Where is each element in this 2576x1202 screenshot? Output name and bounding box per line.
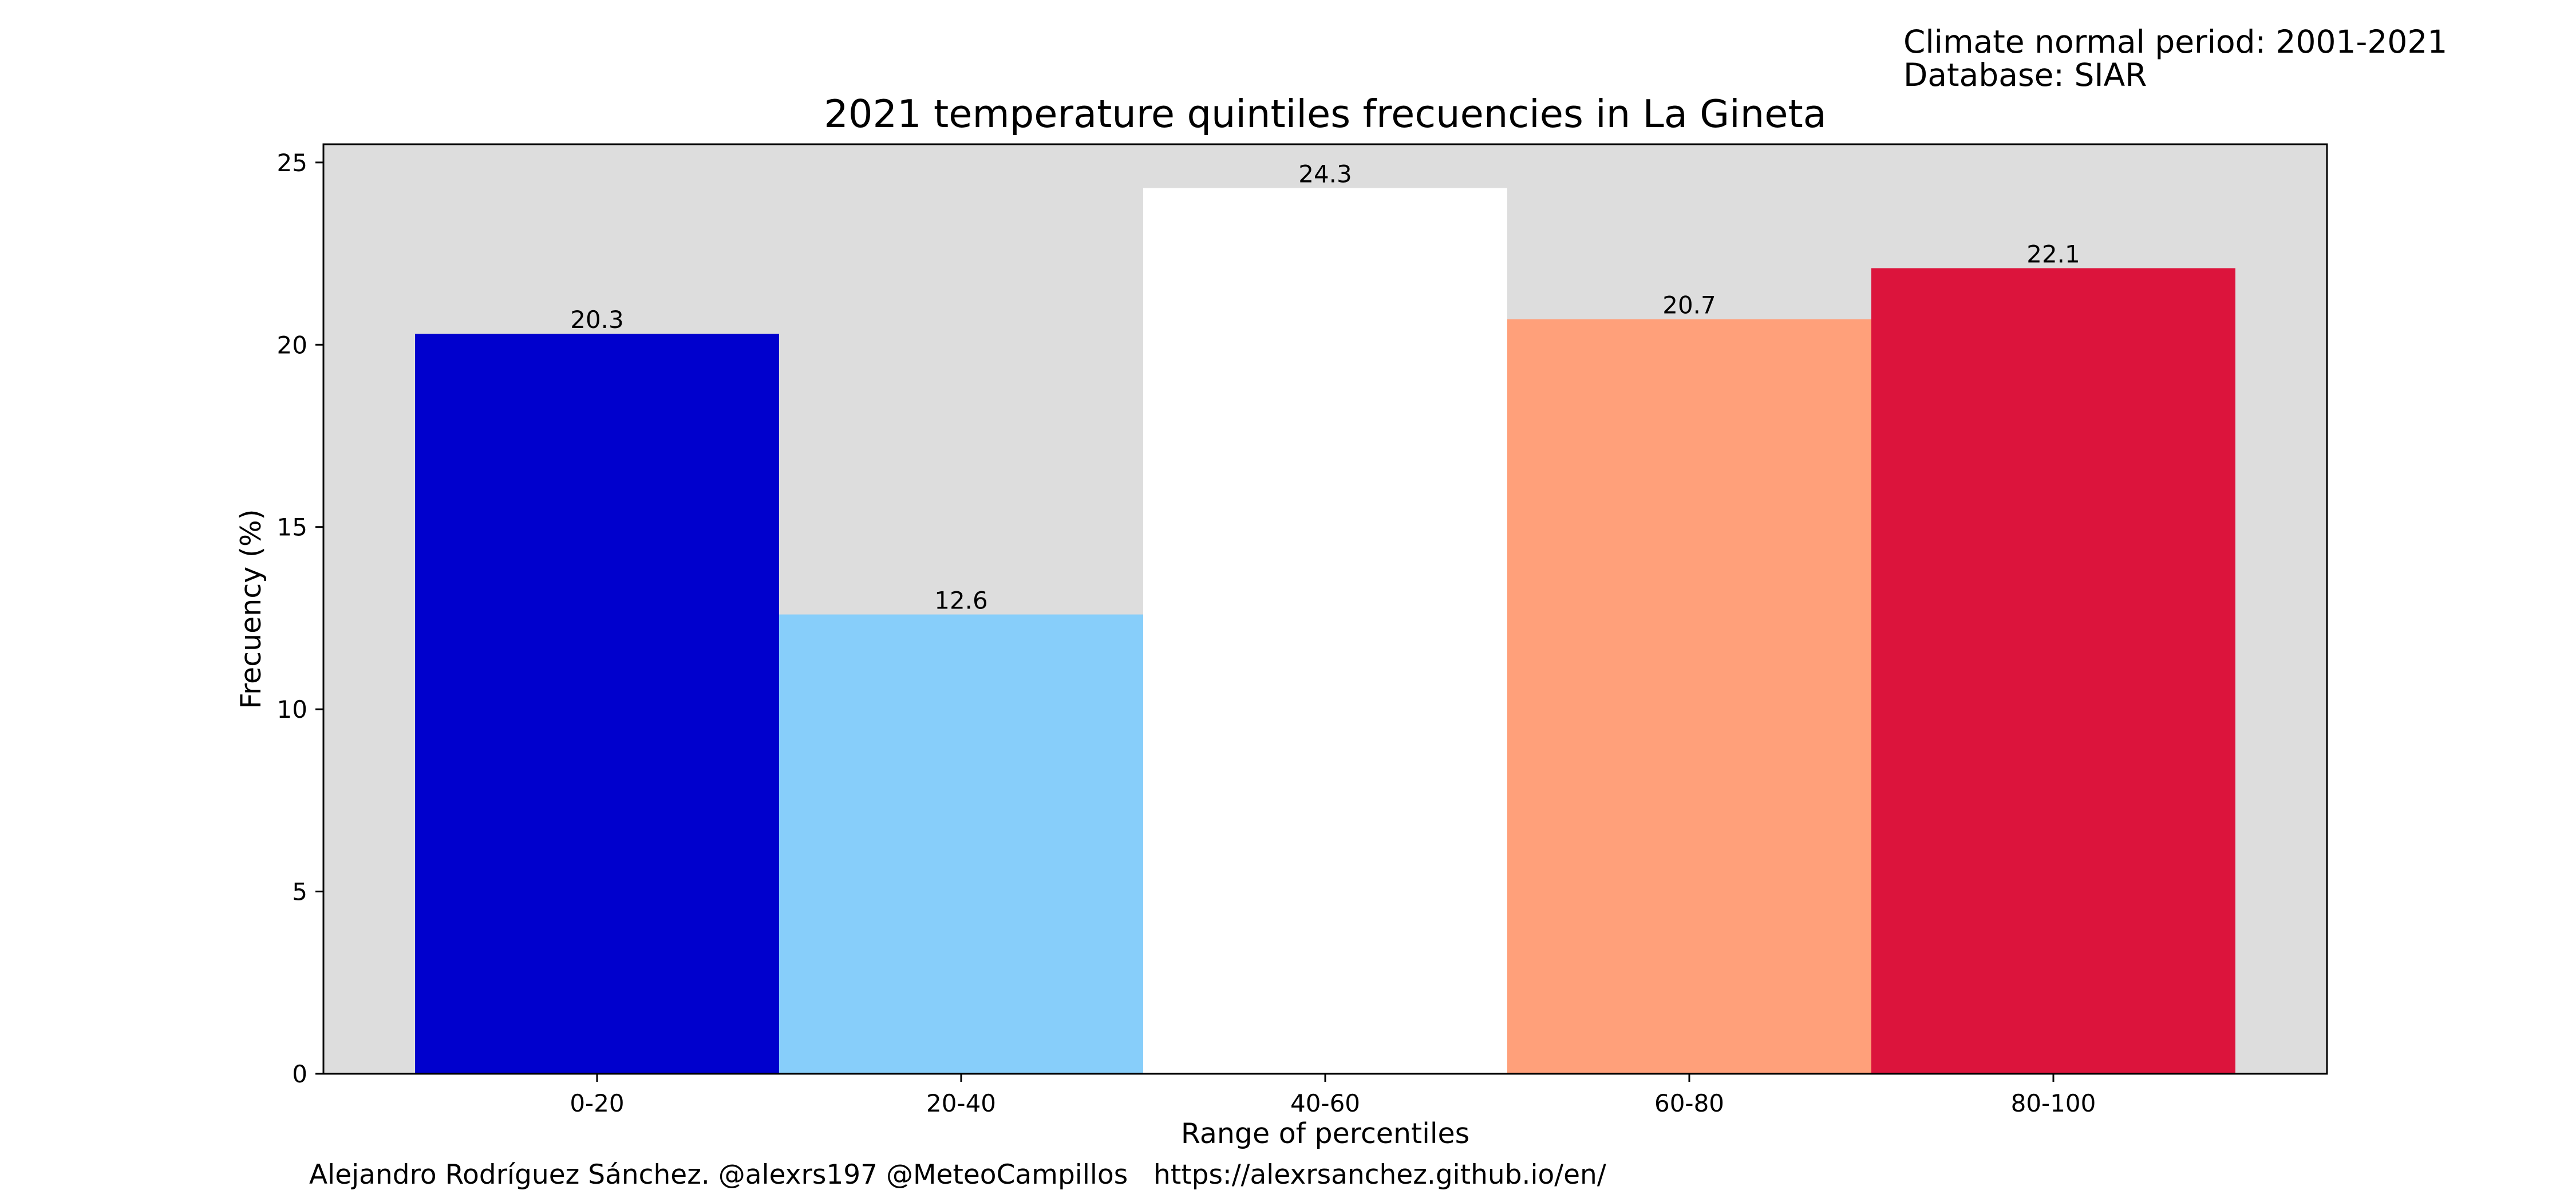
x-tick-label-20-40: 20-40 [926, 1089, 996, 1117]
y-tick-label-20: 20 [277, 331, 307, 359]
x-axis: 0-20 20-40 40-60 60-80 80-100 [570, 1074, 2096, 1117]
y-tick-label-25: 25 [277, 149, 307, 177]
bar-60-80 [1507, 319, 1871, 1074]
credits-text: Alejandro Rodríguez Sánchez. @alexrs197 … [309, 1159, 1606, 1191]
y-tick-label-5: 5 [292, 878, 307, 906]
bar-20-40 [779, 614, 1143, 1074]
x-tick-label-40-60: 40-60 [1290, 1089, 1360, 1117]
bar-40-60 [1143, 188, 1507, 1074]
y-tick-label-10: 10 [277, 695, 307, 723]
database-text: Database: SIAR [1903, 57, 2147, 93]
x-tick-label-80-100: 80-100 [2011, 1089, 2096, 1117]
data-label-80-100: 22.1 [2026, 240, 2080, 268]
bar-80-100 [1871, 268, 2235, 1074]
data-labels-group: 20.3 12.6 24.3 20.7 22.1 [570, 160, 2080, 614]
climate-period-text: Climate normal period: 2001-2021 [1903, 23, 2447, 60]
x-tick-label-0-20: 0-20 [570, 1089, 624, 1117]
data-label-20-40: 12.6 [934, 587, 988, 615]
bar-0-20 [415, 334, 779, 1074]
data-label-40-60: 24.3 [1298, 160, 1352, 188]
data-label-0-20: 20.3 [570, 306, 624, 334]
x-axis-label: Range of percentiles [1181, 1117, 1469, 1150]
data-label-60-80: 20.7 [1662, 291, 1716, 319]
x-tick-label-60-80: 60-80 [1654, 1089, 1724, 1117]
y-tick-label-15: 15 [277, 513, 307, 541]
bars-group [415, 188, 2235, 1074]
chart-title: 2021 temperature quintiles frecuencies i… [824, 92, 1827, 136]
y-tick-label-0: 0 [292, 1060, 307, 1088]
y-axis-label: Frecuency (%) [235, 509, 267, 709]
y-axis: 0 5 10 15 20 25 [277, 149, 323, 1088]
